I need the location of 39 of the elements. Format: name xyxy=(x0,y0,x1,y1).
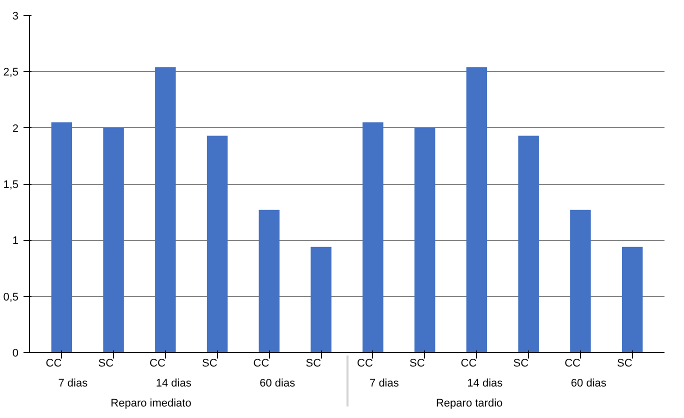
text: 14 dias xyxy=(156,378,192,390)
bar xyxy=(310,246,332,352)
y-tick-label: 0,5 xyxy=(3,291,19,304)
x-tick-label: CC xyxy=(460,358,477,370)
text: 60 dias xyxy=(260,378,296,390)
x-tick-label: SC xyxy=(513,358,529,370)
bar xyxy=(155,67,176,352)
x-tick-label: CC xyxy=(46,358,62,370)
x-tick-label: CC xyxy=(357,358,373,370)
bar xyxy=(570,210,591,352)
bar xyxy=(622,246,643,352)
text: 7 dias xyxy=(58,378,88,390)
bar xyxy=(414,128,436,352)
bar xyxy=(518,136,539,352)
x-tick-label: CC xyxy=(253,358,270,370)
y-tick-label: 0 xyxy=(12,348,19,360)
text: 7 dias xyxy=(370,378,400,390)
bar xyxy=(103,128,124,352)
bar xyxy=(466,67,488,352)
x-tick-label: SC xyxy=(98,358,114,370)
bar xyxy=(206,136,228,352)
x-tick-label: CC xyxy=(564,358,581,370)
y-tick-label: 3 xyxy=(12,10,19,22)
text: 14 dias xyxy=(467,378,504,390)
x-tick-label: CC xyxy=(150,358,166,370)
x-tick-label: SC xyxy=(410,358,425,370)
y-tick-label: 1,5 xyxy=(3,179,19,191)
y-tick-label: 1 xyxy=(12,235,19,248)
y-tick-label: 2 xyxy=(12,122,19,135)
x-tick-label: SC xyxy=(617,358,632,370)
bar xyxy=(51,122,72,352)
text: 60 dias xyxy=(570,378,607,390)
bar xyxy=(362,122,384,352)
y-tick-label: 2,5 xyxy=(3,66,19,79)
x-tick-label: SC xyxy=(202,358,218,370)
bar xyxy=(258,210,280,352)
text: Reparo imediato xyxy=(110,398,192,410)
text: Reparo tardio xyxy=(436,398,503,410)
x-tick-label: SC xyxy=(306,358,322,370)
